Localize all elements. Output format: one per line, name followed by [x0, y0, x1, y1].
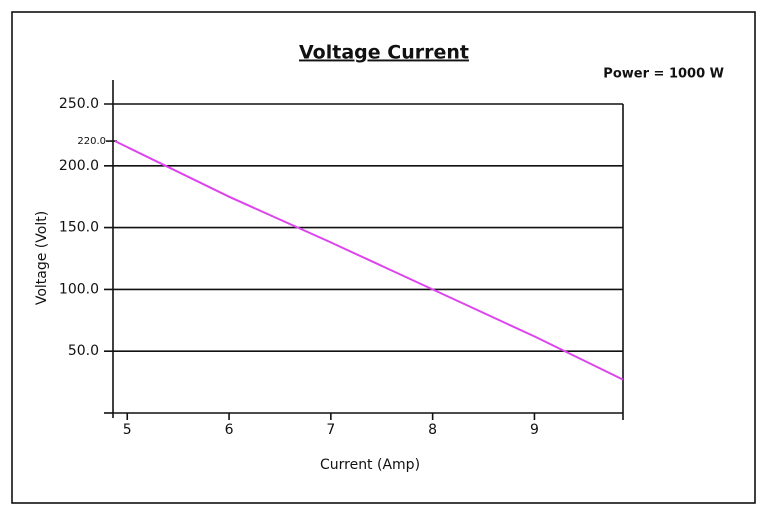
annotation: Power = 1000 W	[603, 67, 724, 82]
y-tick-label: 150.0	[59, 220, 99, 236]
x-tick-label: 6	[225, 422, 234, 438]
y-tick-label: 100.0	[59, 281, 99, 297]
highlight-tick-label: 220.0	[77, 136, 106, 147]
x-tick-label: 9	[530, 422, 539, 438]
x-axis-label: Current (Amp)	[320, 457, 420, 473]
chart-title: Voltage Current	[299, 42, 469, 64]
y-tick-label: 200.0	[59, 158, 99, 174]
x-tick-label: 5	[123, 422, 132, 438]
y-tick-label: 50.0	[68, 343, 99, 359]
y-tick-label: 250.0	[59, 96, 99, 112]
x-tick-label: 7	[326, 422, 335, 438]
data-line	[114, 140, 624, 381]
x-tick-label: 8	[428, 422, 437, 438]
chart-border	[11, 11, 756, 504]
y-axis-label: Voltage (Volt)	[34, 211, 50, 305]
